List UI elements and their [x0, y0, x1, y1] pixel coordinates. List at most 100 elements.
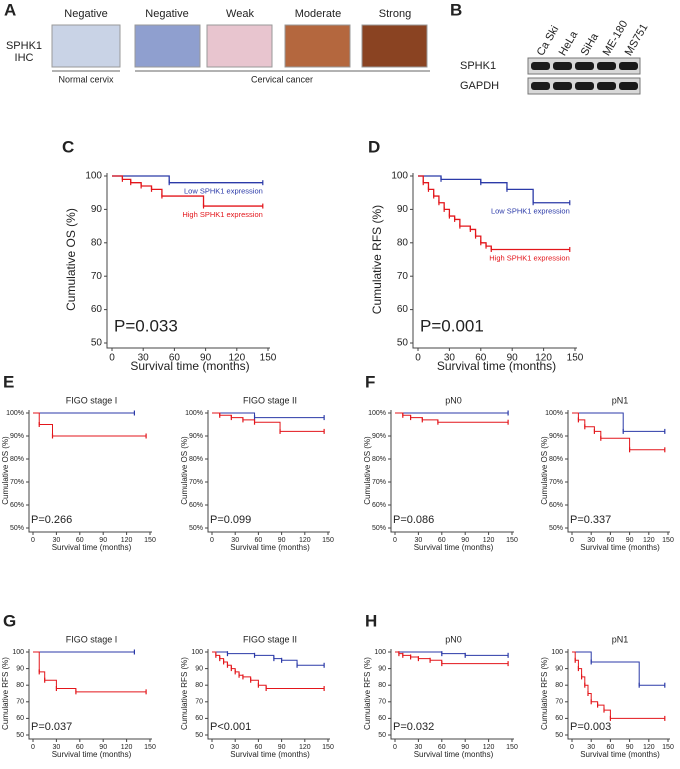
y-tick-label: 80 — [16, 682, 24, 689]
y-tick-label: 90 — [555, 665, 563, 672]
y-tick-label: 60% — [10, 502, 24, 509]
x-axis-label: Survival time (months) — [230, 543, 310, 552]
survival-curve — [395, 412, 509, 423]
y-tick-label: 80 — [397, 237, 409, 248]
x-tick-label: 120 — [299, 537, 311, 544]
x-tick-label: 30 — [231, 744, 239, 751]
p-value: P=0.003 — [570, 721, 611, 733]
y-tick-label: 50 — [397, 338, 409, 349]
y-tick-label: 60 — [555, 715, 563, 722]
y-axis-label: Cumulative OS (%) — [64, 208, 78, 311]
y-tick-label: 90 — [397, 204, 409, 215]
chart-title: FIGO stage I — [66, 395, 118, 405]
x-tick-label: 150 — [567, 353, 584, 364]
x-tick-label: 0 — [31, 537, 35, 544]
y-tick-label: 90% — [549, 433, 563, 440]
x-tick-label: 150 — [322, 537, 334, 544]
y-tick-label: 50 — [378, 732, 386, 739]
y-tick-label: 50 — [16, 732, 24, 739]
y-tick-label: 100% — [368, 410, 386, 417]
x-tick-label: 0 — [393, 744, 397, 751]
y-tick-label: 60 — [16, 715, 24, 722]
y-tick-label: 90% — [372, 433, 386, 440]
x-tick-label: 90 — [99, 744, 107, 751]
y-tick-label: 60% — [549, 502, 563, 509]
y-tick-label: 100 — [551, 649, 563, 656]
legend-label: High SPHK1 expression — [182, 210, 262, 219]
chart-title: pN0 — [445, 634, 462, 644]
x-axis-label: Survival time (months) — [414, 750, 494, 759]
ihc-image — [134, 24, 201, 68]
p-value: P=0.032 — [393, 721, 434, 733]
axis-line — [390, 649, 514, 740]
axis-line — [567, 649, 670, 740]
y-tick-label: 50% — [10, 525, 24, 532]
lane-label: SiHa — [579, 31, 602, 58]
x-tick-label: 120 — [483, 537, 495, 544]
x-axis-label: Survival time (months) — [437, 359, 556, 373]
panel-letter: B — [450, 0, 462, 19]
x-tick-label: 150 — [144, 537, 156, 544]
survival-curve — [112, 175, 263, 184]
p-value: P=0.037 — [31, 721, 72, 733]
y-tick-label: 100 — [85, 171, 102, 182]
y-tick-label: 80% — [189, 456, 203, 463]
x-axis-label: Survival time (months) — [230, 750, 310, 759]
x-tick-label: 0 — [210, 537, 214, 544]
panel-letter: G — [3, 611, 16, 630]
x-tick-label: 30 — [587, 744, 595, 751]
y-tick-label: 70 — [397, 271, 409, 282]
y-axis-label: Cumulative OS (%) — [180, 436, 189, 505]
x-axis-label: Survival time (months) — [580, 750, 660, 759]
x-tick-label: 120 — [228, 353, 245, 364]
x-tick-label: 150 — [144, 744, 156, 751]
p-value: P=0.266 — [31, 514, 72, 526]
x-tick-label: 90 — [626, 744, 634, 751]
row-label: SPHK1 — [6, 40, 42, 52]
x-tick-label: 120 — [483, 744, 495, 751]
x-tick-label: 30 — [53, 744, 61, 751]
y-tick-label: 70 — [378, 699, 386, 706]
x-tick-label: 90 — [278, 537, 286, 544]
y-tick-label: 70% — [10, 479, 24, 486]
axis-line — [106, 173, 270, 349]
panel-letter: F — [365, 372, 375, 391]
y-tick-label: 60% — [189, 502, 203, 509]
x-tick-label: 60 — [607, 537, 615, 544]
column-label: Strong — [379, 8, 411, 20]
chart-title: FIGO stage II — [243, 634, 297, 644]
p-value: P<0.001 — [210, 721, 251, 733]
chart-title: FIGO stage II — [243, 395, 297, 405]
x-tick-label: 60 — [438, 537, 446, 544]
column-label: Weak — [226, 8, 254, 20]
x-tick-label: 0 — [570, 537, 574, 544]
column-label: Moderate — [295, 8, 341, 20]
y-tick-label: 80% — [10, 456, 24, 463]
axis-line — [567, 410, 670, 533]
survival-curve — [572, 412, 665, 432]
y-tick-label: 70% — [372, 479, 386, 486]
x-tick-label: 60 — [255, 744, 263, 751]
x-tick-label: 60 — [607, 744, 615, 751]
x-tick-label: 90 — [99, 537, 107, 544]
x-tick-label: 150 — [662, 744, 674, 751]
x-tick-label: 90 — [461, 537, 469, 544]
axis-line — [207, 410, 330, 533]
y-tick-label: 70 — [555, 699, 563, 706]
blot-label: GAPDH — [460, 80, 499, 92]
survival-curve — [212, 651, 325, 690]
chart-title: pN0 — [445, 395, 462, 405]
y-tick-label: 70 — [195, 699, 203, 706]
survival-curve — [395, 651, 509, 665]
x-tick-label: 90 — [200, 353, 212, 364]
y-axis-label: Cumulative OS (%) — [540, 436, 549, 505]
x-tick-label: 120 — [121, 537, 133, 544]
x-axis-label: Survival time (months) — [52, 750, 132, 759]
survival-curve — [572, 651, 665, 686]
y-tick-label: 90% — [189, 433, 203, 440]
x-tick-label: 60 — [169, 353, 181, 364]
legend-label: Low SPHK1 expression — [491, 207, 570, 216]
x-tick-label: 90 — [461, 744, 469, 751]
x-tick-label: 30 — [53, 537, 61, 544]
y-tick-label: 50% — [372, 525, 386, 532]
